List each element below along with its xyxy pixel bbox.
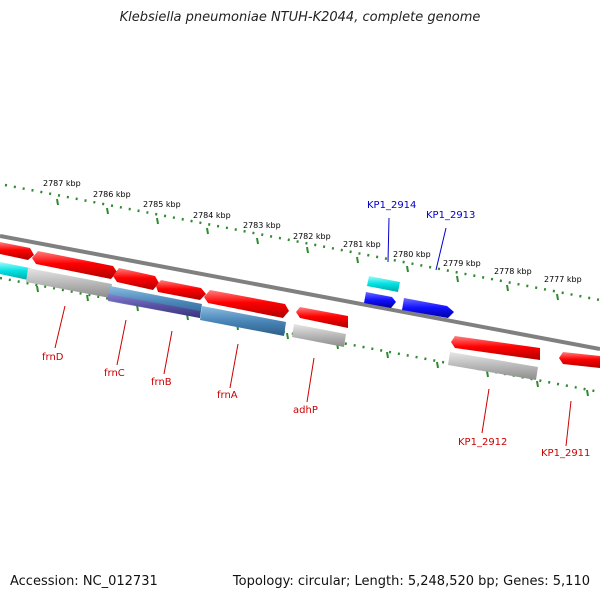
ruler-label: 2778 kbp xyxy=(494,267,532,276)
gene-labels: frnD frnC frnB frnA adhP KP1_2912 KP1_29… xyxy=(42,200,590,459)
gene-label-kp1-2913: KP1_2913 xyxy=(426,210,475,221)
genome-title: Klebsiella pneumoniae NTUH-K2044, comple… xyxy=(119,10,481,25)
gene-blue-arrow xyxy=(364,292,396,308)
gene-label-kp1-2912: KP1_2912 xyxy=(458,437,507,448)
gene-arrow xyxy=(204,290,289,318)
forward-strand-genes xyxy=(0,242,600,368)
purple-track xyxy=(108,294,200,318)
upper-ruler-ticks xyxy=(56,198,559,301)
gene-arrow xyxy=(32,251,117,279)
gene-arrow xyxy=(559,352,600,368)
ruler-label: 2781 kbp xyxy=(343,240,381,249)
gene-kp1-2914-arrow xyxy=(367,276,400,292)
gene-arrow xyxy=(451,336,540,360)
gene-cyan-left xyxy=(0,262,30,280)
ruler-label: 2783 kbp xyxy=(243,221,281,230)
ruler-label: 2786 kbp xyxy=(93,190,131,199)
topology-text: Topology: circular; Length: 5,248,520 bp… xyxy=(232,574,590,589)
gene-label-adhP: adhP xyxy=(293,405,318,416)
gray-track xyxy=(292,324,346,347)
gene-callouts xyxy=(54,217,572,447)
gene-label-kp1-2911: KP1_2911 xyxy=(541,448,590,459)
ruler-label: 2780 kbp xyxy=(393,250,431,259)
gene-label-kp1-2914: KP1_2914 xyxy=(367,200,416,211)
genome-backbone xyxy=(0,234,600,351)
gene-label-frnD: frnD xyxy=(42,352,64,363)
gray-track xyxy=(448,352,538,380)
ruler-label: 2785 kbp xyxy=(143,200,181,209)
ruler-label: 2777 kbp xyxy=(544,275,582,284)
gray-track xyxy=(26,268,112,298)
ruler-labels: 2787 kbp 2786 kbp 2785 kbp 2784 kbp 2783… xyxy=(43,179,582,284)
accession-text: Accession: NC_012731 xyxy=(10,574,158,589)
lower-tracks xyxy=(26,268,538,380)
ruler-label: 2782 kbp xyxy=(293,232,331,241)
gene-arrow xyxy=(296,307,348,328)
upper-ruler xyxy=(4,183,600,302)
gene-label-frnA: frnA xyxy=(217,390,238,401)
ruler-label: 2787 kbp xyxy=(43,179,81,188)
ruler-label: 2784 kbp xyxy=(193,211,231,220)
gene-label-frnC: frnC xyxy=(104,368,125,379)
gene-arrow xyxy=(156,280,206,300)
gene-kp1-2913-arrow xyxy=(402,298,454,318)
steel-track xyxy=(200,306,286,336)
gene-arrow xyxy=(113,268,159,290)
gene-arrow xyxy=(0,242,34,260)
ruler-label: 2779 kbp xyxy=(443,259,481,268)
gene-label-frnB: frnB xyxy=(151,377,172,388)
